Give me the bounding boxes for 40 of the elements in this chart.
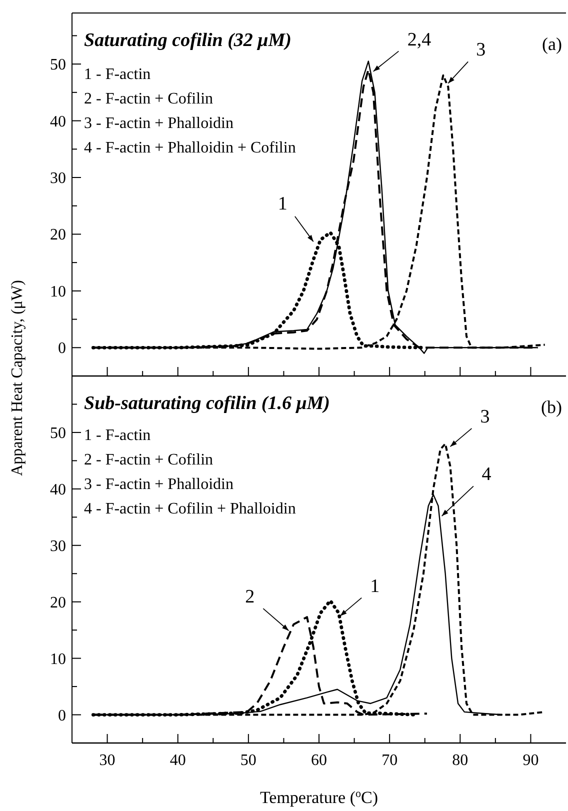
text: Sub-saturating cofilin (1.6 μM)	[84, 393, 330, 414]
annotation: 3	[480, 406, 490, 428]
annotation: 3 - F-actin + Phalloidin	[84, 476, 234, 493]
y-axis-title: Apparent Heat Capacity, (μW)	[9, 280, 26, 476]
annotation: 4	[482, 464, 492, 486]
annotation: 2	[245, 586, 255, 608]
annotation: 2 - F-actin + Cofilin	[84, 90, 214, 108]
y-tick-label: 30	[50, 170, 66, 187]
y-tick-label: 40	[50, 113, 66, 130]
annotation: 1 - F-actin	[84, 427, 151, 444]
x-tick-label: 50	[240, 752, 256, 769]
y-tick-label: 10	[50, 650, 66, 668]
x-tick-label: 70	[382, 752, 398, 769]
annotation: 3 - F-actin + Phalloidin	[84, 115, 234, 132]
annotation: 4 - F-actin + Cofilin + Phalloidin	[84, 500, 296, 518]
y-tick-label: 0	[58, 340, 66, 358]
x-tick-label: 30	[99, 752, 116, 769]
x-tick-label: 90	[522, 752, 539, 769]
y-tick-label: 40	[50, 481, 66, 498]
y-tick-label: 20	[50, 226, 66, 244]
annotation: 1	[370, 576, 380, 597]
annotation: (a)	[542, 34, 562, 54]
annotation: 2 - F-actin + Cofilin	[84, 452, 214, 468]
x-tick-label: 40	[170, 752, 186, 769]
x-axis-title: Temperature ($^{o}$C)	[260, 788, 378, 807]
x-tick-label: 80	[452, 752, 468, 769]
text: Saturating cofilin (32 μM)	[84, 30, 292, 51]
y-tick-label: 50	[50, 56, 66, 74]
annotation: 2,4	[407, 29, 432, 50]
y-tick-label: 20	[50, 594, 66, 612]
annotation: 3	[476, 39, 486, 60]
annotation: 1	[278, 194, 288, 215]
annotation: (b)	[541, 397, 562, 417]
x-tick-label: 60	[311, 752, 327, 769]
y-tick-label: 10	[50, 283, 66, 300]
y-tick-label: 0	[58, 707, 66, 724]
annotation: 1 - F-actin	[84, 66, 151, 83]
y-tick-label: 30	[50, 538, 66, 555]
y-tick-label: 50	[50, 424, 66, 442]
annotation: 4 - F-actin + Phalloidin + Cofilin	[84, 140, 296, 156]
